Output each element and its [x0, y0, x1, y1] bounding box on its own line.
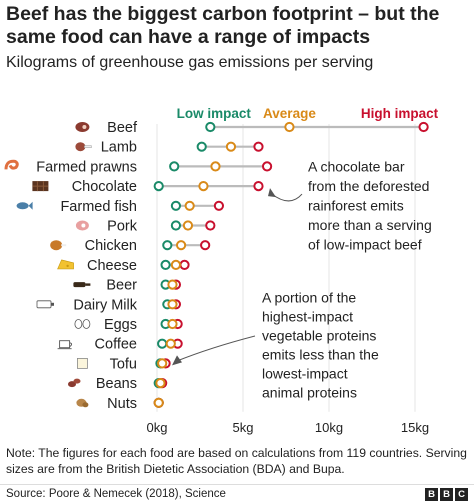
- footnote: Note: The figures for each food are base…: [6, 446, 467, 476]
- x-tick-label: 10kg: [315, 420, 343, 435]
- chart-subtitle: Kilograms of greenhouse gas emissions pe…: [6, 54, 374, 71]
- annotation-line: A portion of the: [262, 290, 356, 306]
- low-point: [157, 338, 168, 349]
- annotation-line: rainforest emits: [308, 197, 404, 213]
- food-label: Chicken: [85, 238, 137, 254]
- food-label: Eggs: [104, 317, 137, 333]
- logo-letter: B: [440, 488, 453, 501]
- low-point: [162, 240, 173, 251]
- high-point: [200, 240, 211, 251]
- low-point: [205, 121, 216, 133]
- average-point: [175, 240, 187, 251]
- x-tick-label: 0kg: [147, 420, 168, 435]
- food-label: Dairy Milk: [73, 297, 137, 313]
- chicken-icon: [50, 240, 67, 251]
- food-label: Lamb: [101, 140, 137, 156]
- pork-icon: [75, 220, 89, 231]
- average-point: [284, 121, 295, 133]
- high-point: [418, 121, 429, 133]
- average-point: [184, 200, 195, 211]
- legend-high-label: High impact: [361, 106, 439, 121]
- high-point: [205, 220, 216, 231]
- protein-annotation: A portion of the highest-impact vegetable …: [262, 290, 379, 401]
- average-point: [155, 378, 166, 389]
- annotation-arrowhead: [172, 355, 182, 366]
- average-point: [167, 299, 178, 310]
- legend-low-label: Low impact: [177, 106, 252, 121]
- coffee-cup-icon: [57, 340, 73, 350]
- milk-carton-icon: [36, 300, 54, 309]
- average-point: [182, 220, 194, 231]
- beer-bottle-icon: [73, 282, 91, 288]
- annotation-line: lowest-impact: [262, 366, 348, 382]
- annotation-line: highest-impact: [262, 309, 353, 325]
- chart-title: Beef has the biggest carbon footprint – …: [6, 3, 440, 48]
- high-point: [213, 200, 225, 211]
- chocolate-annotation: A chocolate bar from the deforested rainfo…: [308, 158, 432, 252]
- annotation-line: animal proteins: [262, 385, 357, 401]
- dumbbell-chart: Low impact Average High impact 0kg 5kg 10kg 15…: [4, 106, 439, 435]
- annotation-line: more than a serving: [308, 217, 432, 233]
- steak-icon: [75, 122, 90, 132]
- average-point: [225, 141, 237, 152]
- legend-average-label: Average: [263, 106, 316, 121]
- low-point: [153, 181, 164, 192]
- annotation-line: emits less than the: [262, 347, 379, 363]
- fish-icon: [16, 201, 33, 210]
- high-point: [253, 141, 264, 152]
- logo-letter: B: [425, 488, 438, 501]
- food-label: Tofu: [110, 356, 137, 372]
- average-point: [210, 161, 221, 172]
- eggs-icon: [74, 319, 91, 329]
- low-point: [196, 141, 207, 152]
- annotation-arrow: [175, 335, 256, 362]
- annotation-line: vegetable proteins: [262, 328, 376, 344]
- food-label: Beans: [96, 376, 137, 392]
- tofu-icon: [77, 357, 88, 369]
- low-point: [170, 220, 182, 231]
- food-label: Beef: [107, 120, 138, 136]
- cheese-icon: [57, 259, 74, 270]
- food-label: Chocolate: [72, 179, 137, 195]
- nuts-icon: [76, 398, 89, 408]
- source-bar: Source: Poore & Nemecek (2018), Science …: [0, 484, 474, 502]
- low-point: [170, 200, 182, 211]
- x-tick-label: 15kg: [401, 420, 429, 435]
- beans-icon: [68, 378, 81, 388]
- average-point: [170, 259, 182, 270]
- low-point: [160, 259, 171, 270]
- food-label: Farmed prawns: [36, 159, 137, 175]
- annotation-arrowhead: [268, 188, 276, 198]
- annotation-line: from the deforested: [308, 178, 429, 194]
- x-tick-label: 5kg: [233, 420, 254, 435]
- average-point: [157, 358, 168, 369]
- average-point: [165, 338, 176, 349]
- food-label: Farmed fish: [60, 199, 137, 215]
- food-label: Cheese: [87, 258, 137, 274]
- low-point: [169, 161, 180, 172]
- high-point: [179, 259, 190, 270]
- lamb-chop-icon: [75, 142, 92, 152]
- food-label: Nuts: [107, 396, 137, 412]
- chocolate-bar-icon: [32, 181, 49, 192]
- high-point: [261, 161, 273, 172]
- prawn-icon: [4, 159, 19, 170]
- bbc-logo: B B C: [425, 488, 468, 501]
- annotation-line: of low-impact beef: [308, 236, 422, 252]
- high-point: [253, 181, 264, 192]
- average-point: [198, 181, 209, 192]
- food-label: Coffee: [95, 337, 137, 353]
- food-label: Beer: [106, 278, 137, 294]
- food-label: Pork: [107, 219, 138, 235]
- average-point: [167, 279, 178, 290]
- logo-letter: C: [455, 488, 468, 501]
- average-point: [153, 397, 164, 408]
- source-text: Source: Poore & Nemecek (2018), Science: [6, 488, 226, 500]
- average-point: [167, 318, 178, 330]
- annotation-arrow: [271, 193, 303, 202]
- annotation-line: A chocolate bar: [308, 158, 405, 174]
